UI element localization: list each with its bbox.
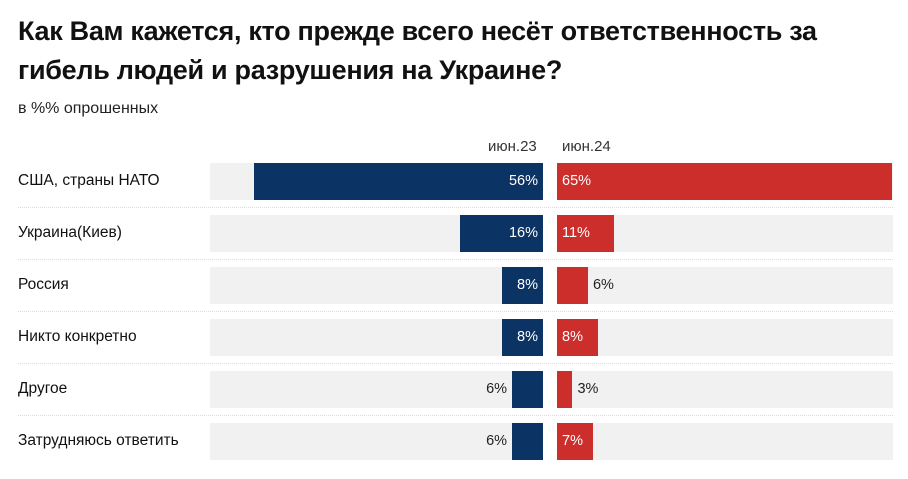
data-label: 6%	[592, 277, 614, 293]
bar-jun23	[460, 215, 543, 252]
bar-jun23	[254, 163, 543, 200]
row-separator	[18, 311, 893, 312]
legend-series-2: июн.24	[562, 138, 611, 155]
row-separator	[18, 259, 893, 260]
chart-subtitle: в %% опрошенных	[18, 100, 159, 117]
category-label: Затрудняюсь ответить	[18, 432, 179, 449]
chart-row: Россия 8% 6%	[0, 267, 908, 304]
data-label: 65%	[562, 173, 592, 189]
category-label: Никто конкретно	[18, 328, 137, 345]
bar-jun24	[557, 163, 893, 200]
bar-jun24	[557, 267, 588, 304]
bar-background-left	[210, 371, 543, 408]
data-label: 56%	[508, 173, 538, 189]
row-separator	[18, 207, 893, 208]
data-label: 16%	[508, 225, 538, 241]
bar-jun24	[557, 215, 614, 252]
bar-jun24	[557, 423, 594, 460]
bar-background-left	[210, 319, 543, 356]
row-separator	[18, 415, 893, 416]
row-separator	[18, 363, 893, 364]
bar-background-right	[557, 319, 893, 356]
bar-jun23	[501, 319, 543, 356]
data-label: 8%	[517, 277, 538, 293]
chart-row: США, страны НАТО 56% 65%	[0, 163, 908, 200]
data-label: 8%	[562, 329, 583, 345]
chart-row: Украина(Киев) 16% 11%	[0, 215, 908, 252]
legend-series-1: июн.23	[488, 138, 537, 155]
bar-jun23	[512, 371, 543, 408]
bar-background-right	[557, 423, 893, 460]
bar-background-right	[557, 267, 893, 304]
chart-row: Никто конкретно 8% 8%	[0, 319, 908, 356]
bar-jun23	[512, 423, 543, 460]
data-label: 8%	[517, 329, 538, 345]
category-label: Украина(Киев)	[18, 224, 122, 241]
data-label: 11%	[562, 225, 590, 241]
chart-title: Как Вам кажется, кто прежде всего несёт …	[18, 16, 817, 85]
category-label: Другое	[18, 380, 68, 397]
bar-jun24	[557, 371, 573, 408]
category-label: Россия	[18, 276, 69, 293]
chart-row: Затрудняюсь ответить 6% 7%	[0, 423, 908, 460]
data-label: 3%	[577, 381, 599, 397]
data-label: 6%	[486, 381, 508, 397]
bar-jun24	[557, 319, 599, 356]
bar-background-left	[210, 423, 543, 460]
data-label: 6%	[486, 433, 508, 449]
bar-background-right	[557, 371, 893, 408]
category-label: США, страны НАТО	[18, 172, 160, 189]
chart-row: Другое 6% 3%	[0, 371, 908, 408]
data-label: 7%	[562, 433, 583, 449]
bar-jun23	[501, 267, 543, 304]
bar-background-left	[210, 267, 543, 304]
